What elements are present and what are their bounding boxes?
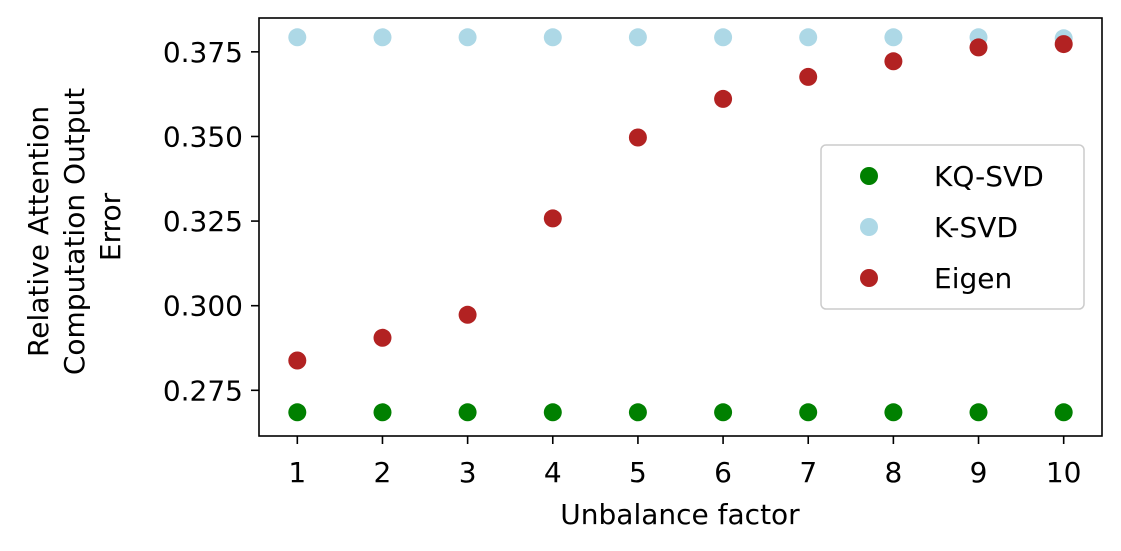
point-eigen-1 (288, 351, 307, 370)
point-eigen-7 (799, 67, 818, 86)
y-axis-ticks: 0.275 0.300 0.325 0.350 0.375 (163, 36, 259, 407)
data-points (288, 28, 1073, 422)
point-k-svd-3 (458, 28, 477, 47)
y-axis-title: Relative Attention Computation Output Er… (22, 79, 127, 375)
point-k-svd-4 (543, 28, 562, 47)
point-k-svd-8 (884, 28, 903, 47)
x-tick-label: 8 (884, 456, 902, 489)
x-tick-label: 10 (1046, 456, 1082, 489)
y-tick-label: 0.300 (163, 290, 243, 323)
legend-marker-k-svd (860, 218, 878, 236)
point-eigen-3 (458, 305, 477, 324)
x-axis-title: Unbalance factor (560, 498, 800, 531)
legend-marker-kq-svd (860, 167, 878, 185)
point-k-svd-7 (799, 28, 818, 47)
y-axis-title-line-2: Computation Output (58, 88, 91, 375)
x-tick-label: 1 (288, 456, 306, 489)
point-eigen-4 (543, 209, 562, 228)
legend-label-kq-svd: KQ-SVD (934, 160, 1044, 193)
point-kq-svd-8 (884, 403, 903, 422)
point-eigen-6 (714, 89, 733, 108)
x-tick-label: 9 (970, 456, 988, 489)
point-eigen-9 (969, 38, 988, 57)
x-axis-ticks: 1 2 3 4 5 6 7 8 9 10 (288, 436, 1082, 489)
y-tick-label: 0.325 (163, 205, 243, 238)
point-kq-svd-10 (1054, 403, 1073, 422)
legend: KQ-SVD K-SVD Eigen (820, 144, 1085, 310)
point-k-svd-6 (714, 28, 733, 47)
plot-frame (258, 17, 1103, 437)
x-tick-label: 2 (374, 456, 392, 489)
point-k-svd-2 (373, 28, 392, 47)
point-eigen-10 (1054, 35, 1073, 54)
legend-label-k-svd: K-SVD (934, 211, 1018, 244)
point-kq-svd-9 (969, 403, 988, 422)
point-eigen-2 (373, 328, 392, 347)
x-tick-label: 6 (714, 456, 732, 489)
point-kq-svd-6 (714, 403, 733, 422)
legend-marker-eigen (860, 269, 878, 287)
point-kq-svd-5 (628, 403, 647, 422)
point-k-svd-5 (628, 28, 647, 47)
x-tick-label: 4 (544, 456, 562, 489)
point-k-svd-1 (288, 28, 307, 47)
y-tick-label: 0.350 (163, 120, 243, 153)
y-tick-label: 0.375 (163, 36, 243, 69)
x-tick-label: 7 (799, 456, 817, 489)
x-tick-label: 5 (629, 456, 647, 489)
point-kq-svd-3 (458, 403, 477, 422)
legend-label-eigen: Eigen (934, 262, 1012, 295)
point-eigen-8 (884, 52, 903, 71)
point-kq-svd-2 (373, 403, 392, 422)
point-kq-svd-4 (543, 403, 562, 422)
y-tick-label: 0.275 (163, 374, 243, 407)
legend-box (820, 144, 1085, 310)
y-axis-title-line-3: Error (94, 192, 127, 261)
point-kq-svd-7 (799, 403, 818, 422)
point-eigen-5 (628, 128, 647, 147)
y-axis-title-line-1: Relative Attention (22, 106, 55, 357)
point-kq-svd-1 (288, 403, 307, 422)
x-tick-label: 3 (459, 456, 477, 489)
